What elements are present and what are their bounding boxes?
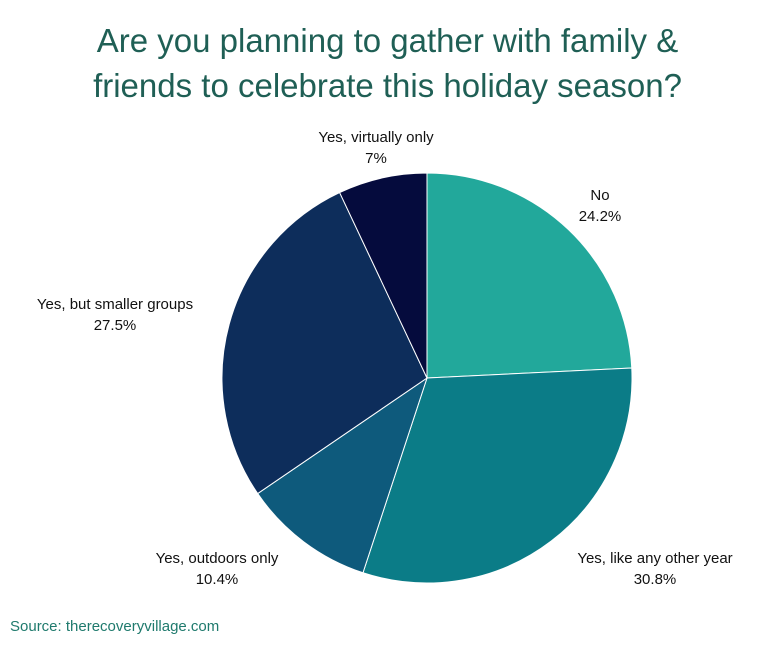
pie-slice-yes-but-smaller-groups: [221, 191, 428, 495]
slice-label-smaller-groups: Yes, but smaller groups 27.5%: [0, 294, 230, 336]
slice-label-virtually-only: Yes, virtually only 7%: [276, 127, 476, 169]
pie-slice-yes-outdoors-only: [257, 376, 428, 574]
slice-label-outdoors-only-name: Yes, outdoors only: [155, 550, 279, 567]
chart-title: Are you planning to gather with family &…: [0, 18, 775, 108]
slice-label-no: No 24.2%: [545, 185, 655, 227]
slice-label-smaller-groups-value: 27.5%: [93, 317, 137, 334]
slice-label-smaller-groups-name: Yes, but smaller groups: [36, 296, 194, 313]
pie-slice-no: [426, 172, 633, 379]
slice-label-like-any-other-year: Yes, like any other year 30.8%: [555, 548, 755, 590]
slice-label-outdoors-only: Yes, outdoors only 10.4%: [122, 548, 312, 590]
slice-label-outdoors-only-value: 10.4%: [195, 571, 239, 588]
slice-label-like-any-other-year-value: 30.8%: [633, 571, 677, 588]
slice-label-like-any-other-year-name: Yes, like any other year: [577, 550, 733, 567]
pie-slice-yes-virtually-only: [338, 172, 428, 379]
chart-title-line-1: Are you planning to gather with family &: [96, 22, 679, 59]
pie-slice-yes-like-any-other-year: [362, 367, 633, 584]
slice-label-virtually-only-name: Yes, virtually only: [318, 129, 434, 146]
slice-label-virtually-only-value: 7%: [365, 150, 387, 167]
chart-title-line-2: friends to celebrate this holiday season…: [93, 67, 682, 104]
pie-slices: [221, 172, 633, 584]
slice-label-no-value: 24.2%: [578, 208, 622, 225]
slice-label-no-name: No: [590, 187, 610, 204]
source-note: Source: therecoveryvillage.com: [10, 618, 220, 635]
